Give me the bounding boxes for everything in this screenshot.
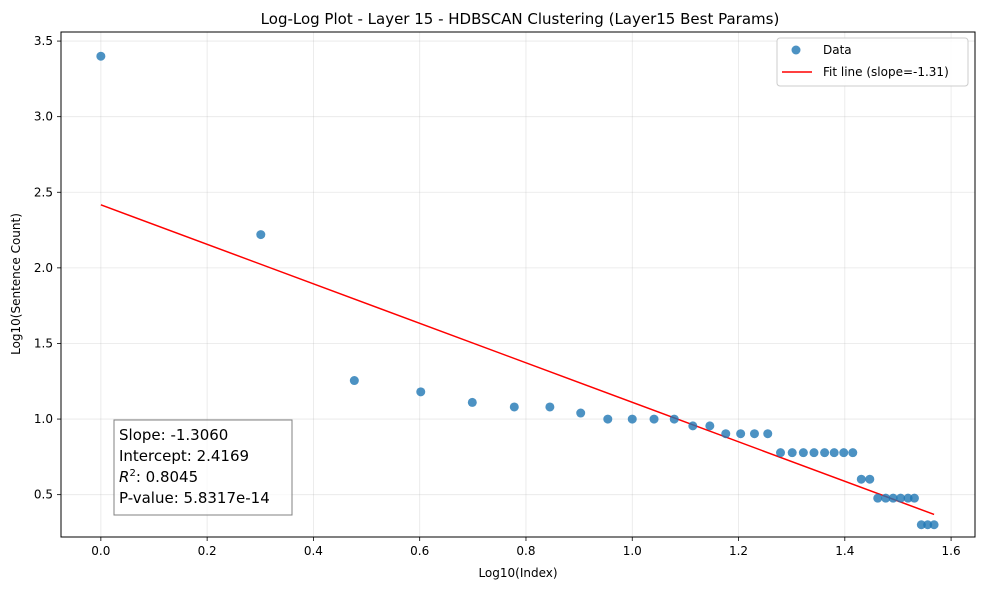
data-point	[903, 493, 913, 503]
y-tick-label: 2.0	[34, 261, 53, 275]
data-point	[669, 414, 679, 424]
stats-r2: R2: 0.8045	[119, 468, 198, 486]
x-axis-ticks: 0.0 0.2 0.4 0.6 0.8 1.0 1.2 1.4 1.6	[91, 537, 961, 558]
data-point	[873, 493, 883, 503]
data-point	[929, 520, 939, 530]
data-point	[545, 402, 555, 412]
legend-data-marker	[791, 45, 801, 55]
data-point	[705, 421, 715, 431]
legend-box	[776, 37, 969, 87]
data-point	[649, 414, 659, 424]
y-tick-label: 1.5	[34, 336, 53, 350]
y-tick-label: 0.5	[34, 488, 53, 502]
stats-box-frame	[113, 419, 293, 516]
data-point	[349, 376, 359, 386]
data-point	[416, 387, 426, 397]
y-axis-ticks: 0.5 1.0 1.5 2.0 2.5 3.0 3.5	[34, 34, 61, 502]
legend-fit-label: Fit line (slope=-1.31)	[823, 65, 949, 79]
plot-frame	[60, 31, 976, 538]
data-point	[787, 448, 797, 458]
stats-intercept: Intercept: 2.4169	[119, 447, 249, 465]
fit-line	[100, 204, 935, 516]
data-point	[627, 414, 637, 424]
data-point	[839, 448, 849, 458]
data-point	[256, 230, 266, 240]
x-tick-label: 0.0	[91, 544, 110, 558]
data-point	[820, 448, 830, 458]
x-tick-label: 0.4	[304, 544, 323, 558]
scatter-points	[96, 51, 939, 530]
data-point	[923, 520, 933, 530]
data-point	[896, 493, 906, 503]
data-point	[798, 448, 808, 458]
data-point	[467, 397, 477, 407]
stats-pvalue: P-value: 5.8317e-14	[119, 489, 270, 507]
data-point	[888, 493, 898, 503]
chart-title: Log-Log Plot - Layer 15 - HDBSCAN Cluste…	[261, 10, 780, 28]
data-point	[509, 402, 519, 412]
y-axis-label: Log10(Sentence Count)	[9, 213, 23, 355]
data-point	[881, 493, 891, 503]
data-point	[829, 448, 839, 458]
y-tick-label: 3.0	[34, 110, 53, 124]
data-point	[856, 474, 866, 484]
x-tick-label: 0.2	[198, 544, 217, 558]
x-tick-label: 1.0	[623, 544, 642, 558]
x-tick-label: 1.2	[729, 544, 748, 558]
fit-line-group	[100, 204, 935, 516]
y-tick-label: 2.5	[34, 185, 53, 199]
x-tick-label: 1.6	[942, 544, 961, 558]
grid	[61, 32, 975, 537]
data-point	[763, 429, 773, 439]
data-point	[721, 429, 731, 439]
stats-box: Slope: -1.3060 Intercept: 2.4169 R2: 0.8…	[113, 419, 293, 516]
x-axis-label: Log10(Index)	[478, 566, 557, 580]
x-tick-label: 0.6	[410, 544, 429, 558]
data-point	[736, 429, 746, 439]
legend: Data Fit line (slope=-1.31)	[776, 37, 969, 87]
data-point	[865, 474, 875, 484]
y-tick-label: 1.0	[34, 412, 53, 426]
y-tick-label: 3.5	[34, 34, 53, 48]
data-point	[576, 408, 586, 418]
x-tick-label: 0.8	[516, 544, 535, 558]
data-point	[809, 448, 819, 458]
data-point	[96, 51, 106, 61]
data-point	[749, 429, 759, 439]
data-point	[603, 414, 613, 424]
data-point	[916, 520, 926, 530]
data-point	[688, 421, 698, 431]
legend-data-label: Data	[823, 43, 852, 57]
data-point	[776, 448, 786, 458]
data-point	[848, 448, 858, 458]
stats-slope: Slope: -1.3060	[119, 426, 228, 444]
data-point	[909, 493, 919, 503]
x-tick-label: 1.4	[835, 544, 854, 558]
